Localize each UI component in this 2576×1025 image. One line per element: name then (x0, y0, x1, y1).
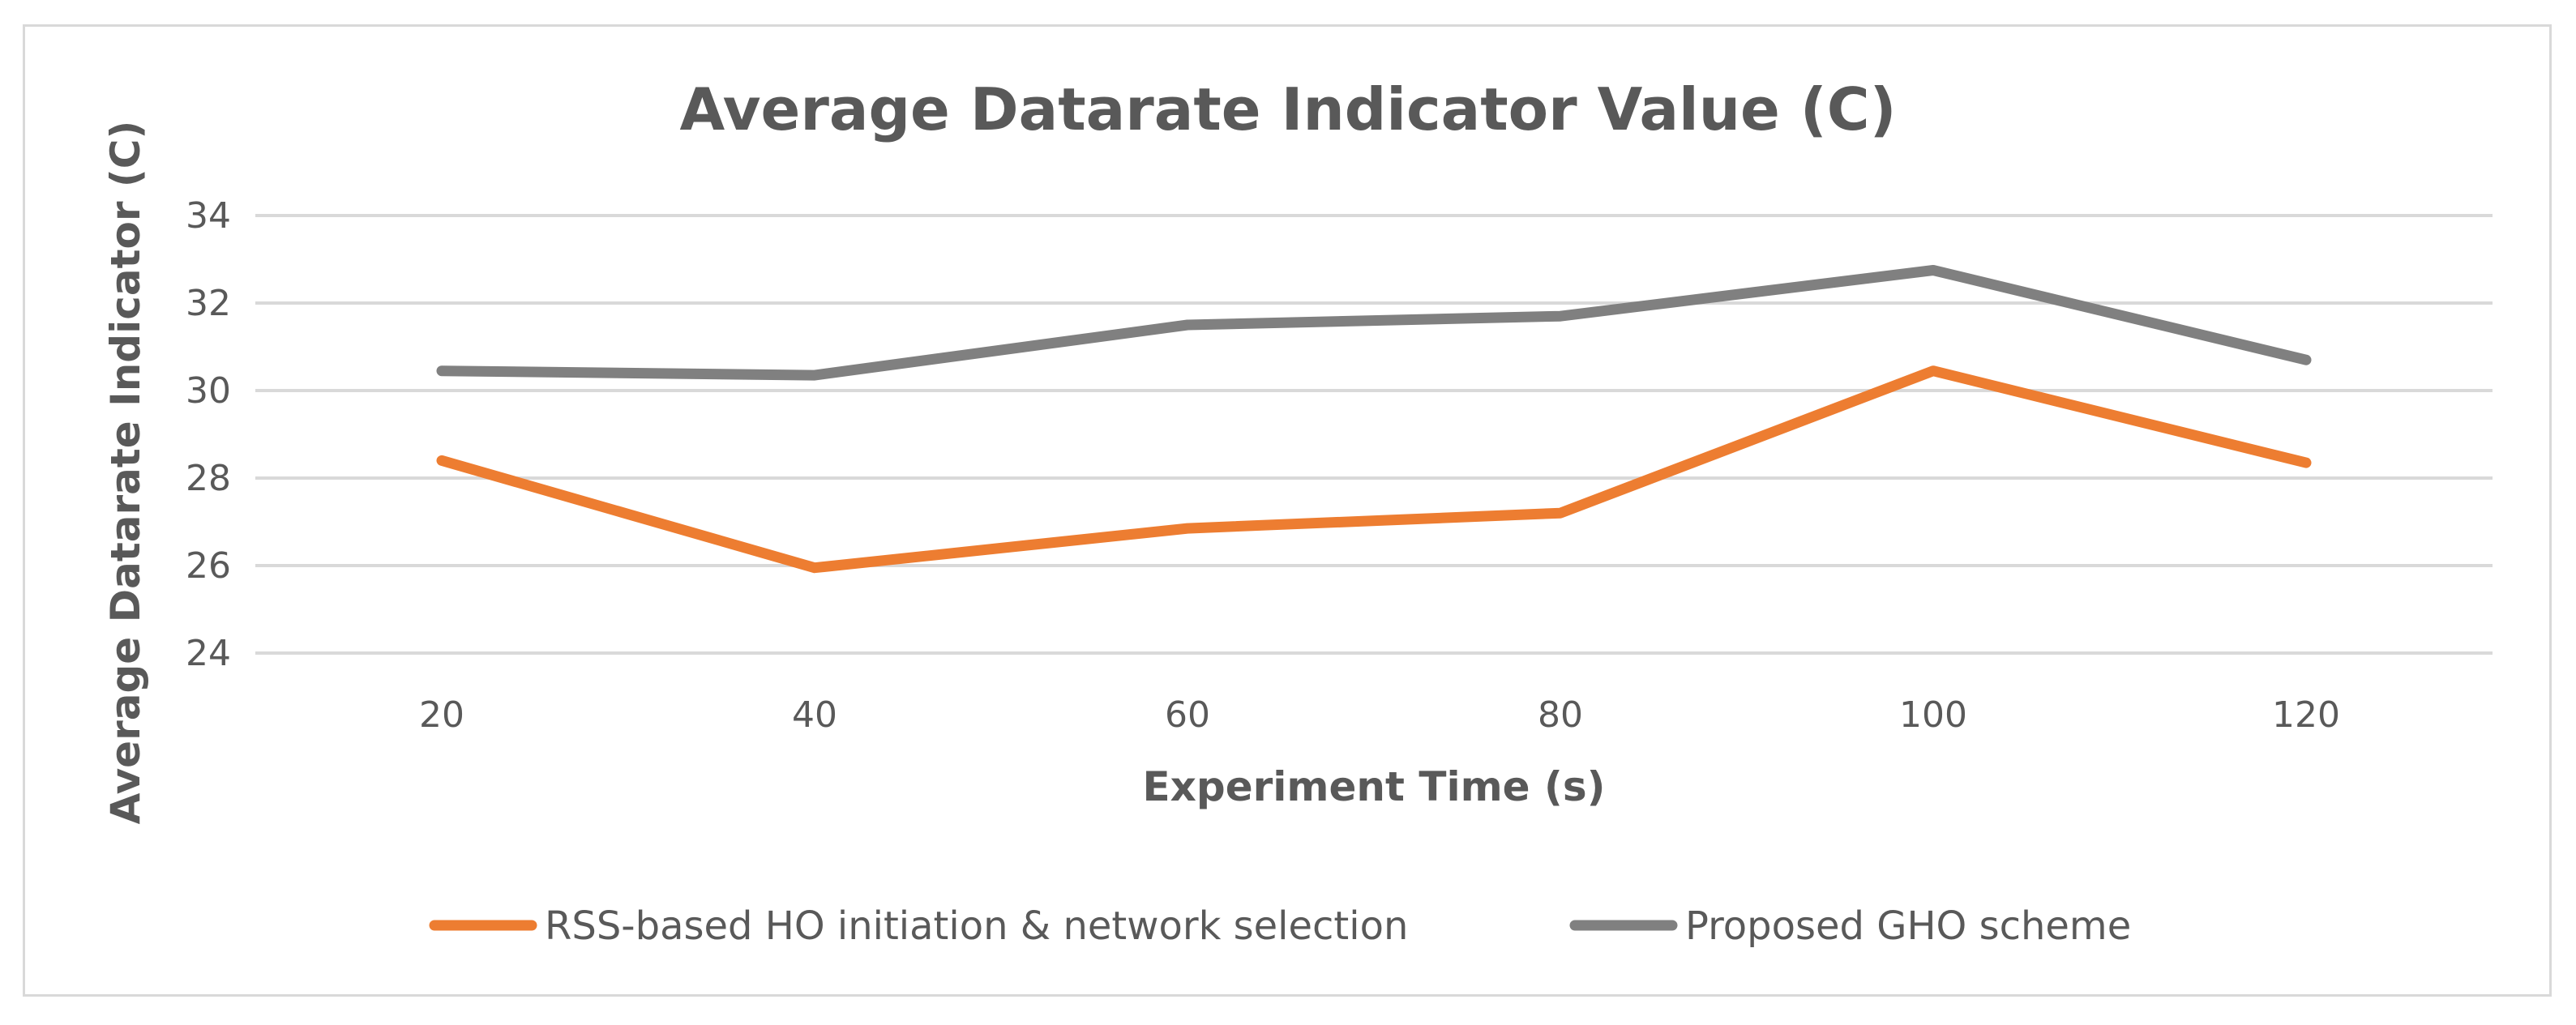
series-line-proposed-gho (436, 265, 2312, 381)
legend: RSS-based HO initiation & network select… (429, 903, 2131, 949)
y-tick-label: 28 (186, 458, 231, 499)
series-lines (436, 265, 2312, 574)
y-axis-title: Average Datarate Indicator (C) (102, 121, 149, 825)
x-tick-label: 100 (1899, 694, 1967, 736)
x-tick-label: 120 (2272, 694, 2340, 736)
y-tick-label: 30 (186, 370, 231, 412)
y-tick-label: 34 (186, 195, 231, 237)
x-axis-title: Experiment Time (s) (1143, 763, 1606, 810)
chart-title: Average Datarate Indicator Value (C) (679, 75, 1896, 143)
series-line-rss-based (436, 365, 2312, 574)
y-axis-ticks: 24 26 28 30 32 34 (186, 195, 231, 674)
x-tick-label: 20 (419, 694, 464, 736)
y-tick-label: 26 (186, 545, 231, 587)
legend-label: RSS-based HO initiation & network select… (545, 903, 1408, 949)
legend-label: Proposed GHO scheme (1685, 903, 2131, 949)
gridlines (255, 214, 2493, 655)
x-tick-label: 40 (792, 694, 837, 736)
x-axis-ticks: 20 40 60 80 100 120 (419, 694, 2340, 736)
x-tick-label: 60 (1165, 694, 1210, 736)
chart-frame (23, 24, 2552, 997)
y-tick-label: 24 (186, 633, 231, 674)
y-tick-label: 32 (186, 283, 231, 324)
x-tick-label: 80 (1538, 694, 1583, 736)
